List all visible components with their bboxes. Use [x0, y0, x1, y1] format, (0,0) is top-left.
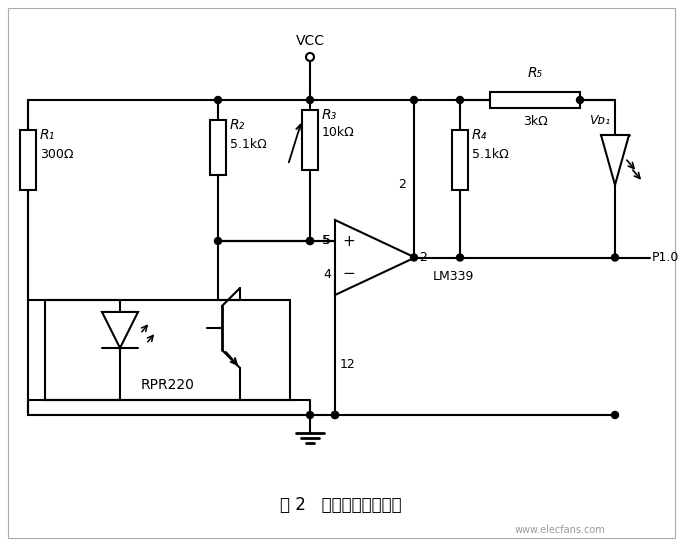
Bar — [45, 300, 290, 400]
Circle shape — [331, 411, 339, 419]
Circle shape — [410, 96, 417, 103]
Circle shape — [410, 254, 417, 261]
Text: R₃: R₃ — [322, 108, 337, 122]
Circle shape — [456, 254, 464, 261]
Bar — [20, 130, 36, 190]
Text: +: + — [343, 234, 355, 249]
Bar — [490, 92, 580, 108]
Text: 2: 2 — [398, 179, 406, 191]
Text: R₁: R₁ — [40, 128, 55, 142]
Circle shape — [307, 411, 313, 419]
Text: 4: 4 — [323, 267, 331, 280]
Bar — [210, 120, 226, 175]
Text: 12: 12 — [340, 359, 356, 371]
Circle shape — [611, 411, 619, 419]
Circle shape — [214, 238, 221, 245]
Circle shape — [307, 238, 313, 245]
Text: LM339: LM339 — [433, 270, 475, 283]
Circle shape — [307, 96, 313, 103]
Circle shape — [456, 96, 464, 103]
Text: 5.1kΩ: 5.1kΩ — [472, 148, 509, 161]
Circle shape — [307, 238, 313, 245]
Text: −: − — [343, 267, 355, 282]
Polygon shape — [102, 312, 138, 348]
Text: R₄: R₄ — [472, 128, 487, 142]
Text: R₅: R₅ — [527, 66, 542, 80]
Text: 5.1kΩ: 5.1kΩ — [230, 138, 267, 151]
Text: 图 2   光电检测电路原理: 图 2 光电检测电路原理 — [280, 496, 402, 514]
Text: 5: 5 — [322, 234, 330, 248]
Text: R₂: R₂ — [230, 118, 245, 132]
Text: Vᴅ₁: Vᴅ₁ — [589, 114, 610, 127]
Polygon shape — [335, 220, 415, 295]
Text: www.elecfans.com: www.elecfans.com — [514, 525, 605, 535]
Bar — [452, 130, 468, 190]
Text: P1.0: P1.0 — [652, 251, 680, 264]
Text: RPR220: RPR220 — [141, 378, 195, 392]
Text: VCC: VCC — [296, 34, 324, 48]
Circle shape — [214, 96, 221, 103]
Text: 300Ω: 300Ω — [40, 148, 74, 161]
Text: 10kΩ: 10kΩ — [322, 126, 354, 139]
Text: 2: 2 — [419, 251, 427, 264]
Text: 5: 5 — [323, 234, 331, 248]
Bar — [302, 110, 318, 170]
Circle shape — [576, 96, 583, 103]
Text: 3kΩ: 3kΩ — [522, 115, 547, 128]
Polygon shape — [601, 135, 629, 185]
Circle shape — [331, 411, 339, 419]
Circle shape — [611, 254, 619, 261]
